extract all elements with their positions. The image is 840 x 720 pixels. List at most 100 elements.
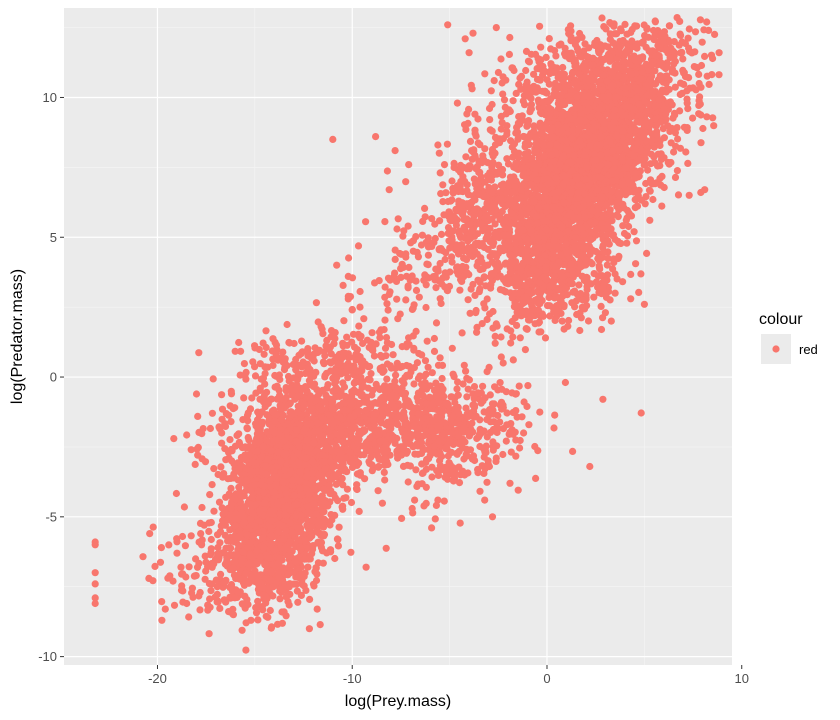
data-point — [462, 263, 470, 271]
data-point — [598, 193, 606, 201]
data-point — [362, 218, 370, 226]
data-point — [473, 328, 481, 336]
data-point — [607, 83, 615, 91]
data-point — [577, 263, 585, 271]
data-point — [613, 30, 621, 38]
data-point — [489, 158, 497, 167]
data-point — [494, 68, 502, 77]
data-point — [583, 282, 591, 291]
data-point — [523, 257, 532, 265]
data-point — [505, 50, 513, 59]
data-point — [526, 270, 534, 278]
data-point — [652, 52, 660, 60]
data-point — [557, 230, 565, 238]
data-point — [510, 303, 518, 311]
data-point — [397, 273, 405, 281]
data-point — [684, 34, 692, 42]
data-point — [627, 70, 635, 78]
data-point — [544, 97, 552, 105]
data-point — [394, 315, 402, 323]
data-point — [495, 234, 503, 242]
data-point — [584, 92, 592, 100]
data-point — [552, 262, 560, 270]
data-point — [695, 70, 703, 78]
data-point — [676, 17, 684, 25]
data-point — [589, 61, 597, 69]
data-point — [441, 283, 449, 291]
data-point — [609, 177, 617, 185]
data-point — [480, 243, 488, 251]
data-point — [532, 134, 540, 143]
data-point — [447, 197, 455, 205]
data-point — [599, 212, 607, 220]
data-point — [468, 147, 476, 155]
data-point — [483, 295, 491, 303]
data-point — [532, 85, 540, 93]
data-point — [561, 284, 569, 293]
data-point — [595, 48, 603, 56]
data-point — [640, 21, 648, 29]
data-point — [586, 236, 595, 244]
data-point — [622, 145, 630, 153]
data-point — [450, 163, 458, 172]
data-point — [597, 133, 605, 141]
data-point — [576, 326, 584, 335]
data-point — [630, 228, 638, 236]
data-point — [615, 252, 623, 260]
data-point — [667, 139, 675, 147]
data-point — [594, 111, 602, 119]
data-point — [619, 200, 627, 208]
data-point — [501, 260, 509, 268]
data-point — [488, 145, 497, 154]
data-point — [677, 31, 685, 39]
data-point — [651, 159, 659, 167]
data-point — [612, 93, 620, 101]
data-point — [523, 152, 531, 160]
data-point — [479, 192, 487, 201]
data-point — [428, 215, 436, 223]
data-point — [586, 142, 595, 150]
data-point — [542, 217, 551, 225]
data-point — [344, 292, 352, 300]
data-point — [522, 66, 530, 75]
data-point — [643, 148, 652, 156]
data-point — [680, 80, 688, 88]
data-point — [517, 186, 525, 194]
data-point — [509, 153, 517, 161]
data-point — [573, 101, 582, 109]
data-point — [627, 270, 635, 278]
data-point — [360, 315, 368, 323]
data-point — [657, 155, 666, 164]
data-point — [520, 163, 528, 172]
data-point — [435, 149, 443, 157]
data-point — [554, 242, 562, 250]
data-point — [457, 276, 465, 284]
data-point — [591, 41, 599, 49]
data-point — [582, 175, 590, 183]
data-point — [567, 189, 576, 197]
data-point — [609, 147, 617, 155]
data-point — [540, 141, 548, 149]
data-point — [561, 172, 569, 180]
data-point — [521, 346, 530, 354]
data-point — [644, 166, 652, 174]
data-point — [527, 226, 535, 234]
data-point — [623, 47, 631, 55]
data-point — [421, 213, 429, 221]
data-point — [581, 151, 589, 159]
data-point — [475, 210, 483, 218]
data-point — [632, 260, 640, 268]
data-point — [481, 304, 489, 312]
data-point — [662, 88, 670, 96]
data-point — [474, 139, 482, 147]
data-point — [539, 312, 547, 320]
data-point — [409, 247, 417, 255]
data-point — [567, 134, 576, 142]
data-point — [554, 91, 562, 99]
data-point — [518, 247, 526, 255]
data-point — [592, 225, 600, 234]
data-point — [488, 203, 496, 211]
data-point — [699, 124, 707, 133]
data-point — [525, 132, 533, 140]
data-point — [584, 76, 593, 84]
